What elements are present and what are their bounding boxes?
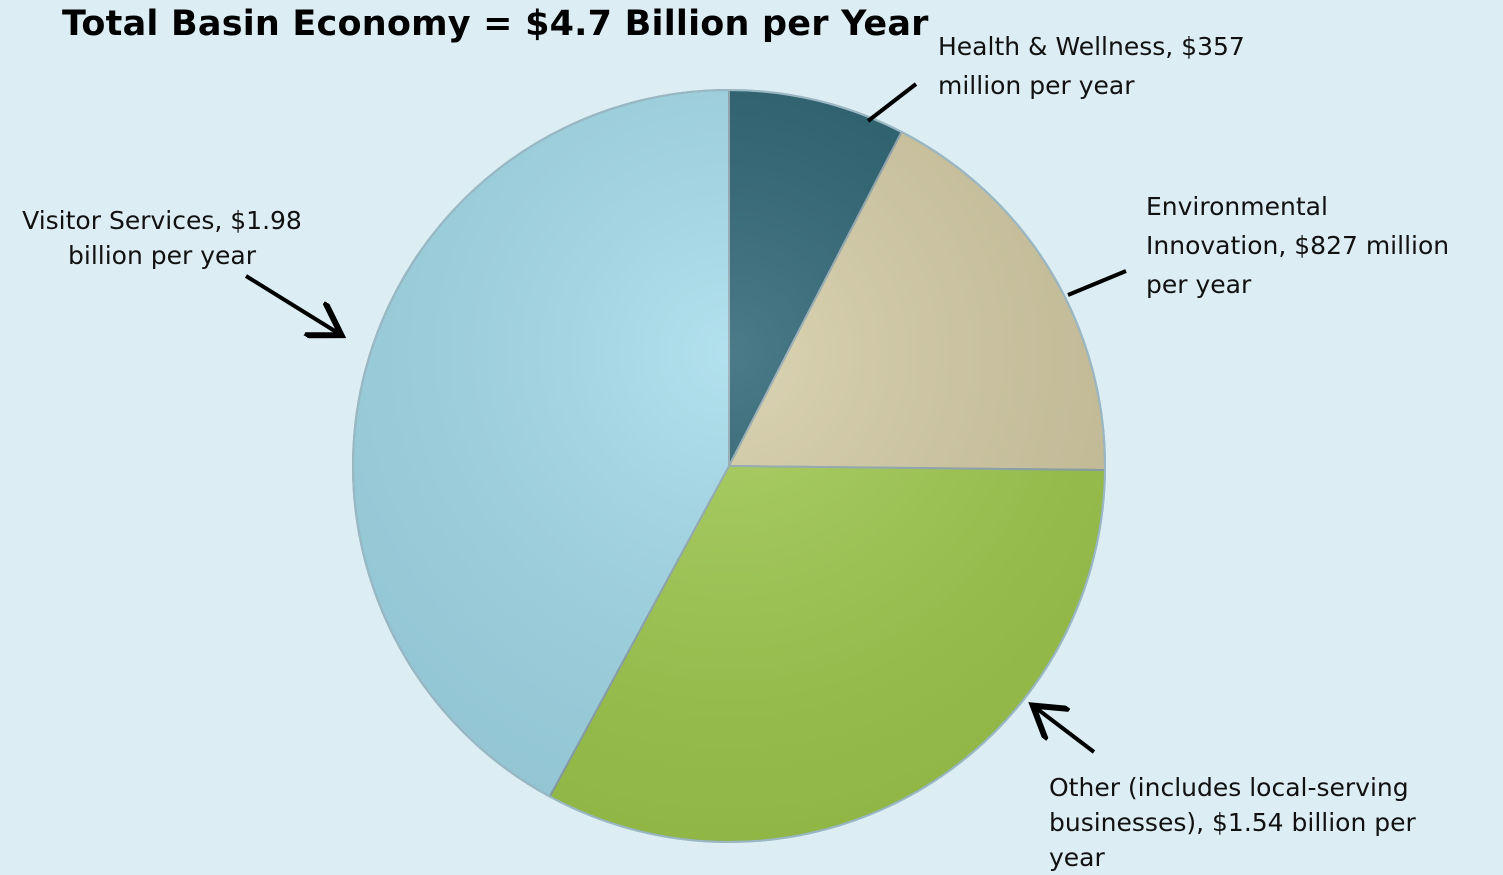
arrow-visitor — [244, 274, 338, 333]
leader-line-health — [866, 82, 918, 123]
pie-outline — [352, 89, 1106, 843]
leader-line-environmental — [1067, 269, 1127, 297]
slice-label-visitor-services: Visitor Services, $1.98 billion per year — [22, 206, 302, 270]
chart-title: Total Basin Economy = $4.7 Billion per Y… — [62, 4, 929, 44]
arrow-other — [1036, 708, 1096, 754]
slice-label-other: Other (includes local-serving businesses… — [1049, 773, 1416, 872]
slice-label-environmental: Environmental Innovation, $827 million p… — [1146, 192, 1450, 299]
slice-label-health: Health & Wellness, $357 million per year — [938, 32, 1245, 100]
